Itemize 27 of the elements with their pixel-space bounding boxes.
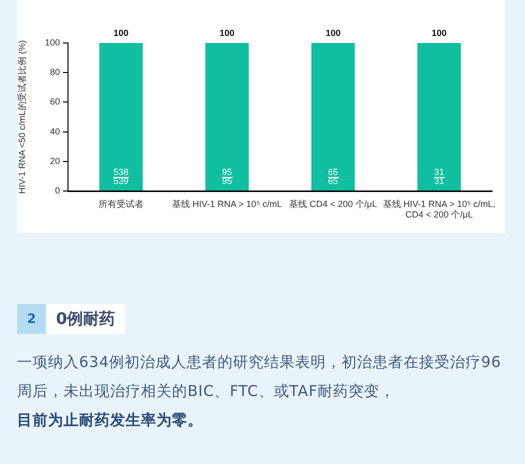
annotation: 65 xyxy=(328,176,338,186)
x-tick-label: 基线 CD4 < 200 个/μL xyxy=(289,198,378,209)
y-tick-label: 40 xyxy=(50,126,60,136)
x-tick-label: 基线 HIV-1 RNA > 10⁵ c/mL xyxy=(172,198,282,209)
annotation: 539 xyxy=(114,176,129,186)
annotation: 95 xyxy=(222,166,232,177)
x-tick-label: 所有受试者 xyxy=(98,198,144,209)
text: 目前为止耐药发生率为零。 xyxy=(17,410,204,431)
y-tick-label: 80 xyxy=(50,67,60,78)
annotation: 31 xyxy=(434,176,444,186)
y-tick-label: 60 xyxy=(50,96,60,107)
annotation: 65 xyxy=(328,166,338,177)
y-tick-label: 0 xyxy=(54,185,60,196)
text: 0例耐药 xyxy=(46,304,126,334)
data-label: 100 xyxy=(220,28,235,38)
annotation: 538 xyxy=(114,166,129,177)
text: 一项纳入634例初治成人患者的研究结果表明，初治患者在接受治疗96周后，未出现治疗相关的BIC、FTC、或TAF耐药突变， xyxy=(17,352,502,402)
data-label: 100 xyxy=(326,28,341,38)
x-tick-label: 基线 HIV-1 RNA > 10⁵ c/mL, CD4 < 200 个/μL xyxy=(382,198,496,220)
y-axis-title: HIV-1 RNA <50 c/mL的受试者比例 (%) xyxy=(16,40,27,194)
annotation: 95 xyxy=(222,176,232,186)
data-label: 100 xyxy=(432,28,447,38)
y-tick-label: 100 xyxy=(44,37,60,48)
data-label: 100 xyxy=(114,28,129,38)
annotation: 31 xyxy=(434,166,444,177)
text: 2 xyxy=(17,304,46,334)
y-tick-label: 20 xyxy=(50,156,60,166)
